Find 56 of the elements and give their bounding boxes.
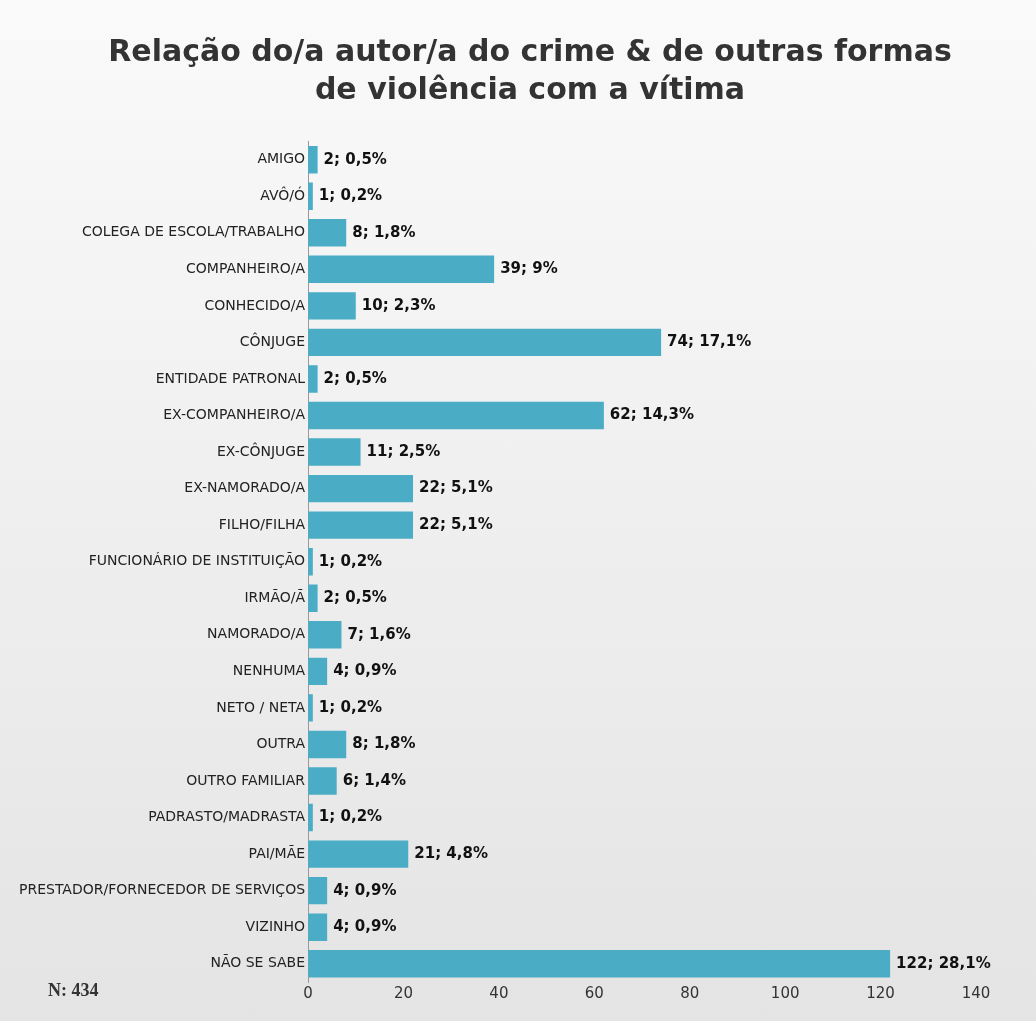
y-tick-label: FILHO/FILHA bbox=[218, 515, 306, 532]
y-tick-label: PADRASTO/MADRASTA bbox=[148, 808, 306, 825]
y-tick-label: IRMÃO/Ã bbox=[244, 588, 306, 605]
data-label: 22; 5,1% bbox=[419, 515, 493, 534]
data-label: 1; 0,2% bbox=[318, 551, 383, 570]
data-label: 4; 0,9% bbox=[333, 880, 397, 899]
data-label: 1; 0,2% bbox=[318, 186, 383, 205]
x-tick-label: 0 bbox=[303, 983, 313, 1002]
y-tick-label: NETO / NETA bbox=[216, 698, 306, 715]
y-tick-label: AMIGO bbox=[257, 150, 306, 167]
y-tick-label: COLEGA DE ESCOLA/TRABALHO bbox=[81, 223, 306, 240]
data-label: 7; 1,6% bbox=[347, 624, 411, 643]
data-label: 10; 2,3% bbox=[361, 295, 436, 314]
x-tick-label: 60 bbox=[584, 983, 604, 1002]
y-tick-label: FUNCIONÁRIO DE INSTITUIÇÃO bbox=[88, 552, 306, 569]
data-label: 22; 5,1% bbox=[419, 478, 493, 497]
y-tick-label: OUTRA bbox=[256, 735, 306, 752]
data-label: 6; 1,4% bbox=[342, 770, 406, 789]
y-tick-label: ENTIDADE PATRONAL bbox=[155, 369, 306, 386]
y-tick-label: NÃO SE SABE bbox=[210, 954, 306, 971]
y-tick-label: OUTRO FAMILIAR bbox=[186, 771, 306, 788]
data-label: 2; 0,5% bbox=[323, 588, 387, 607]
y-tick-label: CONHECIDO/A bbox=[204, 296, 306, 313]
y-tick-label: PAI/MÃE bbox=[248, 844, 306, 861]
data-label: 2; 0,5% bbox=[323, 149, 387, 168]
data-label: 8; 1,8% bbox=[352, 734, 416, 753]
data-label: 4; 0,9% bbox=[333, 661, 397, 680]
data-label: 74; 17,1% bbox=[667, 332, 752, 351]
data-label: 2; 0,5% bbox=[323, 368, 387, 387]
text: N: 434 bbox=[48, 980, 99, 1001]
data-label: 1; 0,2% bbox=[318, 807, 383, 826]
y-tick-label: CÔNJUGE bbox=[239, 332, 306, 350]
x-tick-label: 120 bbox=[866, 983, 895, 1002]
data-label: 1; 0,2% bbox=[318, 697, 383, 716]
data-label: 11; 2,5% bbox=[366, 441, 441, 460]
data-label: 122; 28,1% bbox=[896, 953, 991, 972]
data-label: 4; 0,9% bbox=[333, 917, 397, 936]
x-tick-label: 140 bbox=[961, 983, 991, 1002]
y-tick-label: EX-CÔNJUGE bbox=[216, 441, 306, 459]
x-tick-label: 80 bbox=[680, 983, 700, 1002]
y-tick-label: VIZINHO bbox=[245, 917, 306, 934]
x-tick-label: 40 bbox=[489, 983, 509, 1002]
data-label: 8; 1,8% bbox=[352, 222, 416, 241]
data-label: 21; 4,8% bbox=[414, 843, 488, 862]
y-tick-label: PRESTADOR/FORNECEDOR DE SERVIÇOS bbox=[18, 881, 306, 898]
data-label: 39; 9% bbox=[500, 259, 558, 278]
y-tick-label: NENHUMA bbox=[232, 661, 306, 678]
chart-title: Relação do/a autor/a do crime & de outras formas de violência com a vítima bbox=[107, 32, 953, 108]
y-tick-label: EX-COMPANHEIRO/A bbox=[163, 406, 306, 423]
x-tick-label: 100 bbox=[770, 983, 800, 1002]
y-tick-label: AVÔ/Ó bbox=[260, 185, 306, 203]
y-tick-label: NAMORADO/A bbox=[207, 625, 306, 642]
y-tick-label: COMPANHEIRO/A bbox=[186, 259, 306, 276]
y-tick-label: EX-NAMORADO/A bbox=[184, 479, 306, 496]
x-tick-label: 20 bbox=[393, 983, 414, 1002]
data-label: 62; 14,3% bbox=[609, 405, 694, 424]
